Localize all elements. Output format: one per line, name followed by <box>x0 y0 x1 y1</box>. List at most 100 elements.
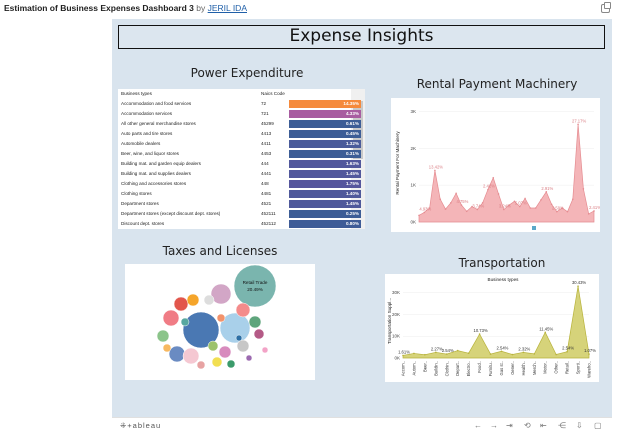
cell-percent: 4.33% <box>289 110 361 118</box>
bubble <box>162 343 172 353</box>
bubble <box>226 359 236 369</box>
data-point <box>418 214 420 217</box>
data-label: 2.54% <box>497 345 509 350</box>
data-label: 2.42% <box>483 184 495 189</box>
redo-icon[interactable]: → <box>490 421 498 430</box>
tableau-logo[interactable]: ⁜+ableau <box>120 421 162 430</box>
author-link[interactable]: JERIL IDA <box>207 3 247 13</box>
data-point <box>513 200 516 203</box>
data-point <box>478 333 481 335</box>
data-point <box>555 353 557 356</box>
data-point <box>508 204 510 206</box>
bubble <box>236 339 250 353</box>
download-icon[interactable]: ⇩ <box>576 421 583 430</box>
bubble <box>235 302 251 318</box>
viz-title-text: Estimation of Business Expenses Dashboar… <box>4 3 194 13</box>
data-point <box>444 208 447 210</box>
table-row[interactable]: Discount dept. stores 452112 0.80% <box>118 219 361 229</box>
data-point <box>450 202 452 204</box>
revert-icon[interactable]: ⇥ <box>506 421 513 430</box>
taxes-title: Taxes and Licenses <box>162 244 278 258</box>
undo-icon[interactable]: ← <box>474 421 482 430</box>
data-point <box>467 352 470 355</box>
data-label: 13.42% <box>429 164 443 169</box>
rental-chart[interactable]: 0K 1K 2K 3K 13.42% 4.75% 3.74% 4.93% 2.42% 3.24% 5… <box>391 98 601 232</box>
data-point <box>533 353 536 355</box>
data-point <box>571 198 574 200</box>
transport-chart[interactable]: 0K 10K 20K 30K 1.61% 2.27% 2.54% 10.73% 2.54% 2.3… <box>385 274 599 382</box>
bubble-chart-svg[interactable]: Retail Trade 20.49% <box>125 264 315 380</box>
table-row[interactable]: Beer, wine, and liquor stores 4453 0.31% <box>118 149 361 159</box>
cell-naics: 444 <box>261 161 269 166</box>
data-point <box>471 205 473 208</box>
cell-naics: 721 <box>261 111 269 116</box>
data-label: 2.91% <box>541 186 553 191</box>
data-point <box>402 354 404 357</box>
bubble <box>207 340 219 352</box>
legend-title: Business types <box>488 277 520 282</box>
power-table[interactable]: Business types Naics Code Accommodation an… <box>118 89 365 229</box>
viz-title: Estimation of Business Expenses Dashboar… <box>4 3 247 13</box>
bubble <box>168 345 186 363</box>
taxes-bubble-chart[interactable]: Retail Trade 20.49% <box>125 264 315 380</box>
data-point <box>497 193 500 195</box>
table-row[interactable]: Accommodation services 721 4.33% <box>118 109 361 119</box>
table-row[interactable]: Clothing stores 4481 1.40% <box>118 189 361 199</box>
data-label: 2.54% <box>562 346 574 351</box>
y-axis-label: Rental Payment For Machinery <box>395 131 400 195</box>
x-tick-label: Retail.. <box>565 361 570 374</box>
data-point <box>582 188 585 190</box>
table-row[interactable]: Department stores 4521 1.45% <box>118 199 361 209</box>
data-point <box>566 350 568 353</box>
table-row[interactable]: Building mat. and garden equip dealers 44… <box>118 159 361 169</box>
table-row[interactable]: Accommodation and food services 72 14.35% <box>118 99 361 109</box>
x-tick-label: Food.. <box>477 361 482 373</box>
cell-percent: 1.75% <box>289 180 361 188</box>
table-header: Business types Naics Code <box>118 89 351 99</box>
x-tick-label: Clothin.. <box>444 361 449 376</box>
col-header-business-types: Business types <box>121 91 152 96</box>
x-tick-label: Sporti.. <box>576 361 581 374</box>
table-row[interactable]: All other general merchandise stores 4529… <box>118 119 361 129</box>
data-point <box>489 353 492 355</box>
cell-percent: 0.61% <box>289 120 361 128</box>
refresh-icon[interactable]: ⟲ <box>524 421 531 430</box>
fullscreen-icon[interactable] <box>601 2 611 13</box>
rental-chart-svg[interactable]: 0K 1K 2K 3K 13.42% 4.75% 3.74% 4.93% 2.42% 3.24% 5… <box>391 98 601 232</box>
data-point <box>587 213 590 215</box>
data-label: 2.27% <box>431 346 443 351</box>
x-tick-label: Merch.. <box>532 361 537 375</box>
data-label: 1.07% <box>584 348 596 353</box>
y-tick-label: 20K <box>392 312 400 317</box>
x-tick-label: Motor.. <box>543 361 548 374</box>
table-row[interactable]: Clothing and accessories stores 448 1.75% <box>118 179 361 189</box>
table-row[interactable]: Building mat. and supplies dealers 4441 1.… <box>118 169 361 179</box>
data-label: 27.17% <box>572 118 586 123</box>
cell-naics: 452111 <box>261 211 276 216</box>
data-point <box>522 351 525 354</box>
table-row[interactable]: Auto parts and tire stores 4413 0.45% <box>118 129 361 139</box>
x-tick-label: Wareho.. <box>587 361 592 378</box>
data-point <box>588 353 590 355</box>
cell-business-type: Discount dept. stores <box>121 221 165 226</box>
data-point <box>428 207 431 209</box>
data-point <box>556 210 558 213</box>
data-point <box>566 210 569 213</box>
share-icon[interactable]: ⋲ <box>558 421 566 430</box>
cell-business-type: Auto parts and tire stores <box>121 131 173 136</box>
data-point <box>500 350 503 353</box>
cell-percent: 0.25% <box>289 210 361 218</box>
cell-naics: 4441 <box>261 171 272 176</box>
bubble <box>245 354 253 362</box>
comment-icon[interactable]: ▢ <box>594 421 602 430</box>
cell-percent: 0.31% <box>289 150 361 158</box>
dashboard: Expense Insights Power Expenditure Busin… <box>112 19 612 417</box>
cell-percent: 0.45% <box>289 130 361 138</box>
table-row[interactable]: Automobile dealers 4411 1.32% <box>118 139 361 149</box>
x-tick-label: Health.. <box>521 361 526 375</box>
pause-icon[interactable]: ⇤ <box>540 421 547 430</box>
table-row[interactable]: Department stores (except discount dept.… <box>118 209 361 219</box>
data-point <box>487 188 489 191</box>
cell-business-type: Clothing stores <box>121 191 152 196</box>
